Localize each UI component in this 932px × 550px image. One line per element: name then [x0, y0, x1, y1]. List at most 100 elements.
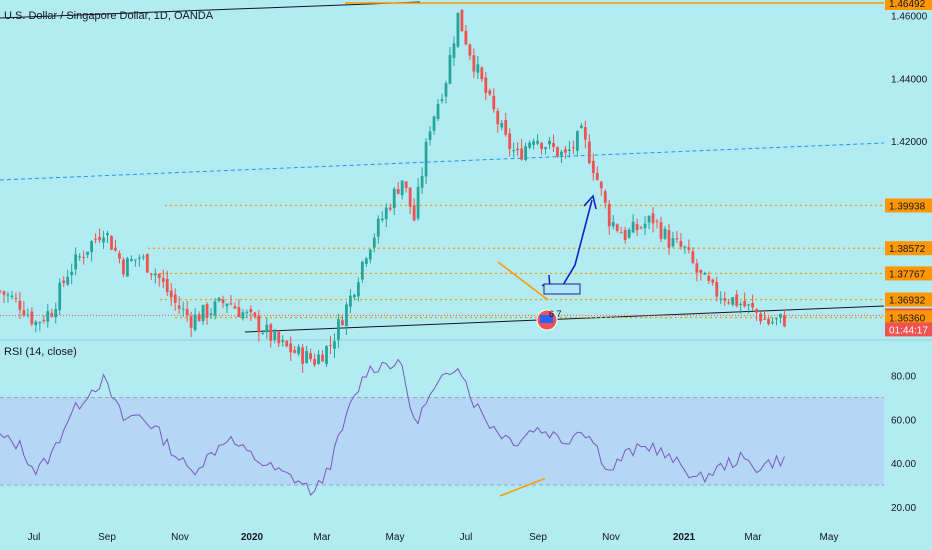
- candle-body-184: [731, 297, 735, 305]
- candle-body-86: [341, 320, 344, 326]
- price-chart-title: U.S. Dollar / Singapore Dollar, 1D, OAND…: [4, 10, 214, 22]
- x-tick-1: Sep: [98, 532, 116, 543]
- candle-body-64: [253, 312, 257, 317]
- candle-body-70: [277, 331, 281, 344]
- price-label-4: 1.36932: [889, 296, 926, 307]
- candle-body-37: [145, 254, 149, 273]
- candle-body-38: [149, 273, 153, 275]
- candle-body-178: [707, 275, 711, 281]
- candle-body-87: [345, 304, 348, 327]
- rsi-line: [0, 358, 785, 497]
- candle-body-174: [691, 251, 695, 263]
- support-trendline: [244, 305, 885, 333]
- candle-body-155: [615, 224, 619, 231]
- candle-body-46: [181, 308, 185, 310]
- candle-body-96: [380, 218, 384, 221]
- candle-body-39: [153, 273, 157, 276]
- candle-body-105: [416, 186, 420, 219]
- x-tick-5: May: [386, 532, 405, 543]
- candle-body-15: [58, 282, 62, 311]
- candle-body-10: [38, 322, 42, 324]
- candle-body-84: [333, 341, 336, 349]
- candle-body-148: [587, 141, 591, 164]
- candle-body-103: [408, 187, 412, 207]
- candle-body-102: [404, 181, 408, 188]
- candle-body-124: [492, 95, 496, 110]
- rsi-y-tick-1: 60.00: [891, 415, 916, 426]
- candle-body-149: [591, 160, 595, 174]
- candle-body-138: [548, 140, 551, 145]
- price-label-bg-4: [885, 292, 932, 307]
- candle-body-169: [671, 238, 675, 247]
- candle-body-13: [50, 312, 54, 317]
- candle-body-139: [552, 142, 555, 148]
- candle-body-20: [78, 256, 82, 258]
- candle-body-9: [34, 321, 38, 326]
- candle-body-186: [739, 304, 743, 306]
- candle-body-3: [10, 295, 14, 298]
- candle-body-121: [480, 67, 484, 80]
- rsi-title: RSI (14, close): [4, 346, 77, 358]
- candle-body-172: [683, 246, 687, 248]
- candle-body-82: [325, 346, 328, 365]
- candle-body-93: [368, 249, 372, 260]
- candle-body-7: [26, 314, 30, 316]
- x-tick-2: Nov: [171, 532, 189, 543]
- x-tick-7: Sep: [529, 532, 547, 543]
- flag-icon: [540, 315, 553, 323]
- candle-body-0: [0, 290, 2, 292]
- candle-body-100: [396, 189, 400, 194]
- candle-body-115: [456, 12, 460, 47]
- price-label-bg-0: [885, 0, 932, 10]
- axes-layer: 1.46000 1.44000 1.42000 80.00 60.00 40.00 20.0…: [28, 0, 932, 543]
- candle-body-23: [90, 241, 93, 253]
- candle-body-167: [663, 228, 667, 239]
- projection-arrow-line: [559, 199, 593, 291]
- candle-body-83: [329, 344, 332, 346]
- x-tick-8: Nov: [602, 532, 620, 543]
- candle-body-107: [424, 141, 428, 177]
- candle-body-188: [747, 304, 751, 306]
- candle-body-11: [42, 319, 46, 322]
- candle-body-129: [512, 150, 516, 152]
- price-y-tick-2: 1.42000: [891, 137, 928, 148]
- candle-body-151: [599, 181, 603, 189]
- candle-body-110: [436, 104, 440, 119]
- candle-body-144: [572, 147, 575, 149]
- candle-body-58: [229, 303, 233, 305]
- candle-body-45: [177, 305, 181, 309]
- candle-body-30: [118, 253, 121, 259]
- candle-body-120: [476, 64, 480, 73]
- candle-body-191: [759, 313, 762, 322]
- x-tick-10: Mar: [744, 532, 762, 543]
- x-tick-6: Jul: [460, 532, 473, 543]
- candle-body-159: [631, 221, 635, 233]
- x-tick-9: 2021: [673, 532, 696, 543]
- candle-body-156: [619, 232, 623, 234]
- price-label-bg-1: [885, 198, 932, 213]
- candle-body-14: [54, 309, 58, 318]
- candle-body-72: [285, 340, 289, 347]
- candle-body-92: [364, 258, 368, 264]
- candles-layer: [0, 9, 786, 373]
- candle-body-106: [420, 175, 424, 188]
- price-label-2: 1.38572: [889, 244, 926, 255]
- candle-body-65: [257, 315, 261, 333]
- candle-body-36: [141, 256, 145, 258]
- candle-body-190: [755, 309, 758, 313]
- candle-body-98: [388, 207, 392, 210]
- countdown-bg: [885, 322, 932, 337]
- x-tick-3: 2020: [241, 532, 264, 543]
- candle-body-21: [82, 256, 86, 258]
- x-tick-4: Mar: [313, 532, 331, 543]
- annotation-layer: 6 7: [0, 1, 885, 497]
- candle-body-160: [635, 224, 639, 231]
- candle-body-126: [500, 123, 504, 128]
- candle-body-125: [496, 111, 500, 125]
- candle-body-91: [360, 261, 364, 280]
- candle-body-180: [715, 281, 719, 297]
- candle-body-163: [647, 215, 651, 223]
- candle-body-54: [213, 301, 217, 316]
- candle-body-88: [349, 295, 352, 307]
